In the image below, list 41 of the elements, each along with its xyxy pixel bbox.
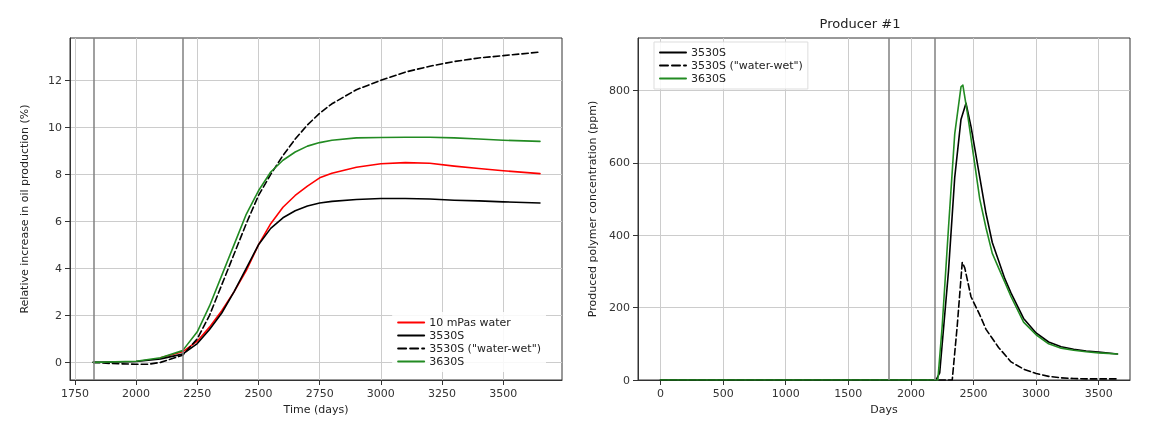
x-tick-label: 2000	[122, 387, 151, 400]
y-tick-label: 10	[48, 120, 62, 134]
legend-label: 3530S	[429, 329, 465, 342]
y-tick-label: 400	[609, 228, 630, 242]
x-tick-label: 1000	[771, 387, 800, 400]
x-tick-label: 1750	[60, 387, 89, 400]
y-tick-label: 200	[609, 301, 630, 315]
y-axis-title: Relative increase in oil production (%)	[18, 104, 31, 314]
x-tick-label: 3500	[1084, 387, 1113, 400]
legend-label: 10 mPas water	[429, 316, 512, 329]
x-tick-label: 0	[657, 387, 665, 400]
line-series	[92, 136, 541, 364]
y-tick-label: 12	[48, 73, 62, 87]
x-tick-label: 2750	[305, 387, 334, 400]
x-tick-label: 3500	[489, 387, 518, 400]
x-tick-label: 2000	[896, 387, 925, 400]
x-tick-label: 3000	[1022, 387, 1051, 400]
y-tick-label: 800	[609, 83, 630, 97]
y-tick-label: 6	[55, 214, 62, 228]
chart-title: Producer #1	[819, 16, 901, 31]
y-tick-label: 600	[609, 156, 630, 170]
legend-label: 3530S ("water-wet")	[429, 342, 541, 355]
x-tick-label: 2250	[183, 387, 212, 400]
x-axis-title: Time (days)	[282, 403, 349, 416]
y-tick-label: 4	[55, 261, 62, 275]
x-axis-title: Days	[870, 403, 898, 416]
x-tick-label: 500	[712, 387, 734, 400]
y-tick-label: 2	[55, 308, 62, 322]
y-tick-label: 8	[55, 167, 62, 181]
x-tick-label: 3250	[428, 387, 457, 400]
x-tick-label: 1500	[834, 387, 863, 400]
legend-label: 3530S	[691, 46, 726, 59]
x-tick-label: 2500	[959, 387, 988, 400]
y-tick-label: 0	[55, 355, 62, 369]
legend-label: 3530S ("water-wet")	[691, 59, 803, 72]
x-tick-label: 3000	[366, 387, 395, 400]
y-axis-title: Produced polymer concentration (ppm)	[586, 100, 599, 318]
legend-label: 3630S	[429, 355, 465, 368]
legend-label: 3630S	[691, 72, 726, 85]
x-tick-label: 2500	[244, 387, 273, 400]
y-tick-label: 0	[623, 373, 630, 387]
